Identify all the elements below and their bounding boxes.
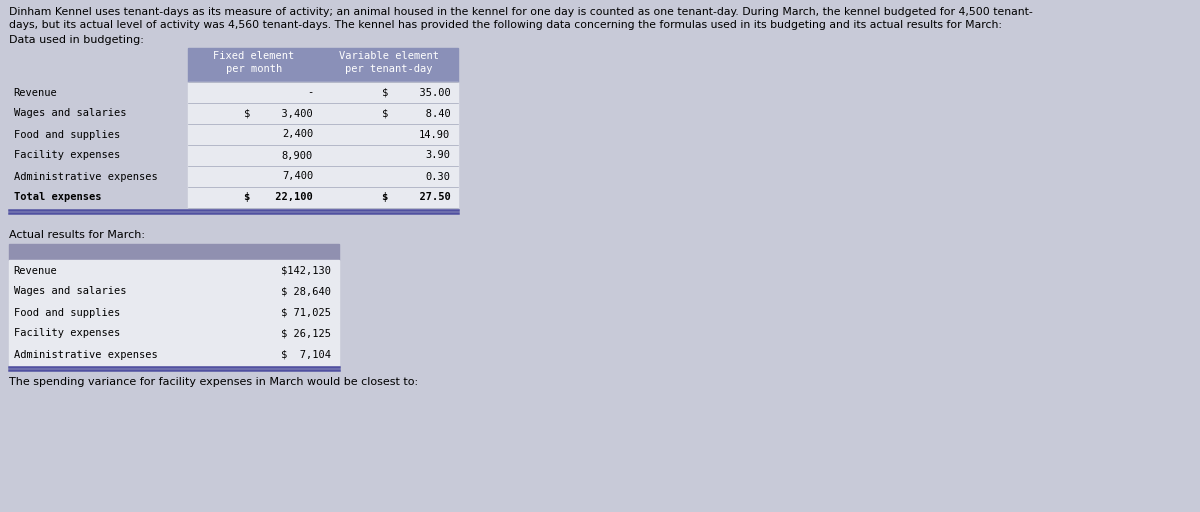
Text: 7,400: 7,400 (282, 172, 313, 181)
Text: Facility expenses: Facility expenses (13, 329, 120, 338)
Text: 8,900: 8,900 (282, 151, 313, 160)
Bar (187, 103, 457, 124)
Bar (187, 145, 457, 166)
Text: Data used in budgeting:: Data used in budgeting: (10, 35, 144, 45)
Text: 2,400: 2,400 (282, 130, 313, 139)
Text: 3.90: 3.90 (425, 151, 450, 160)
Text: Wages and salaries: Wages and salaries (13, 109, 126, 118)
Bar (187, 187, 457, 208)
Bar (10, 260, 338, 281)
Text: Actual results for March:: Actual results for March: (10, 230, 145, 240)
Text: 0.30: 0.30 (425, 172, 450, 181)
Text: Dinham Kennel uses tenant-days as its measure of activity; an animal housed in t: Dinham Kennel uses tenant-days as its me… (10, 7, 1033, 17)
Text: $ 26,125: $ 26,125 (281, 329, 331, 338)
Bar (10, 344, 338, 365)
Text: Administrative expenses: Administrative expenses (13, 172, 157, 181)
Text: Wages and salaries: Wages and salaries (13, 287, 126, 296)
Text: Revenue: Revenue (13, 88, 58, 97)
Text: $ 28,640: $ 28,640 (281, 287, 331, 296)
Text: Food and supplies: Food and supplies (13, 130, 120, 139)
Text: -: - (307, 88, 313, 97)
Text: $  7,104: $ 7,104 (281, 350, 331, 359)
Bar (187, 48, 457, 82)
Text: Variable element
per tenant-day: Variable element per tenant-day (340, 51, 439, 74)
Text: days, but its actual level of activity was 4,560 tenant-days. The kennel has pro: days, but its actual level of activity w… (10, 20, 1002, 30)
Text: Fixed element
per month: Fixed element per month (214, 51, 295, 74)
Text: $     27.50: $ 27.50 (382, 193, 450, 203)
Text: Administrative expenses: Administrative expenses (13, 350, 157, 359)
Text: $142,130: $142,130 (281, 266, 331, 275)
Text: 14.90: 14.90 (419, 130, 450, 139)
Bar (10, 244, 338, 260)
Bar (187, 124, 457, 145)
Text: Facility expenses: Facility expenses (13, 151, 120, 160)
Text: Revenue: Revenue (13, 266, 58, 275)
Bar (187, 166, 457, 187)
Text: $      8.40: $ 8.40 (382, 109, 450, 118)
Bar (187, 82, 457, 103)
Text: Food and supplies: Food and supplies (13, 308, 120, 317)
Bar (10, 302, 338, 323)
Text: Total expenses: Total expenses (13, 193, 101, 203)
Text: $    22,100: $ 22,100 (245, 193, 313, 203)
Text: $     35.00: $ 35.00 (382, 88, 450, 97)
Text: $ 71,025: $ 71,025 (281, 308, 331, 317)
Text: $     3,400: $ 3,400 (245, 109, 313, 118)
Bar (10, 323, 338, 344)
Text: The spending variance for facility expenses in March would be closest to:: The spending variance for facility expen… (10, 377, 419, 387)
Bar (10, 281, 338, 302)
